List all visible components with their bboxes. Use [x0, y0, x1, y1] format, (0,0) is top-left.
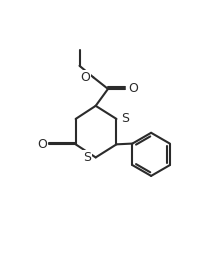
Text: O: O: [37, 138, 47, 151]
Text: S: S: [121, 113, 129, 126]
Text: O: O: [128, 82, 138, 95]
Text: S: S: [83, 151, 91, 164]
Text: O: O: [80, 71, 90, 84]
